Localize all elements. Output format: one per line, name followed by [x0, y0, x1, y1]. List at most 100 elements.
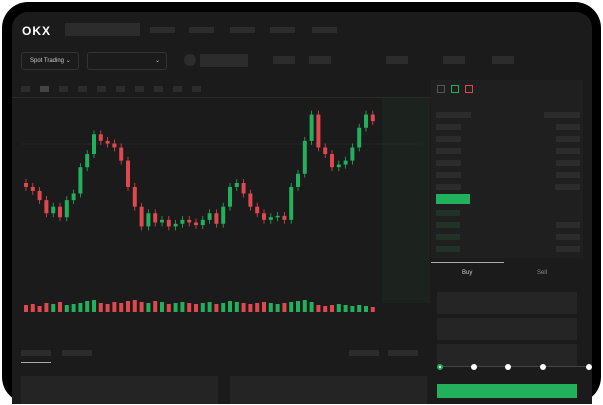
- nav-item[interactable]: [189, 27, 214, 33]
- bid-size: [556, 222, 580, 228]
- book-bids-icon[interactable]: [451, 85, 459, 93]
- candle: [166, 219, 171, 227]
- leverage-slider-track[interactable]: [440, 366, 590, 367]
- volume-bar: [132, 300, 137, 312]
- filter[interactable]: [388, 350, 418, 356]
- candle: [180, 219, 185, 224]
- volume-bar: [357, 305, 362, 312]
- candle: [112, 143, 117, 148]
- pair-select[interactable]: ⌄: [87, 52, 167, 70]
- depth-area: [382, 98, 430, 303]
- last-price: [436, 194, 470, 204]
- slider-step[interactable]: [540, 364, 546, 370]
- volume-bar: [364, 306, 368, 312]
- candle: [214, 213, 219, 224]
- volume-bar: [112, 302, 117, 312]
- order-book: [431, 80, 583, 258]
- volume-bar: [146, 303, 151, 312]
- candle: [262, 213, 266, 220]
- candle: [24, 183, 28, 187]
- stat: [386, 56, 408, 64]
- volume-bar: [268, 303, 273, 312]
- candle: [275, 215, 280, 218]
- timeframe-button[interactable]: [135, 86, 144, 92]
- slider-step[interactable]: [505, 364, 511, 370]
- total-field[interactable]: [437, 344, 577, 366]
- slider-step[interactable]: [586, 364, 592, 370]
- volume-bar: [316, 305, 321, 312]
- pair-price: [200, 54, 248, 67]
- volume-bar: [58, 302, 62, 312]
- candle: [316, 114, 321, 148]
- candlestick-chart[interactable]: [12, 98, 432, 338]
- volume-bar: [24, 305, 28, 312]
- nav-item[interactable]: [270, 27, 295, 33]
- candle: [146, 213, 151, 227]
- ask-price: [436, 124, 461, 130]
- timeframe-button[interactable]: [116, 86, 125, 92]
- ask-price: [436, 148, 461, 154]
- volume-bar: [105, 304, 110, 312]
- ask-size: [556, 172, 580, 178]
- candle: [268, 217, 273, 220]
- timeframe-button[interactable]: [59, 86, 68, 92]
- book-header: [544, 112, 580, 118]
- candle: [173, 223, 178, 227]
- timeframe-button[interactable]: [154, 86, 163, 92]
- timeframe-button[interactable]: [40, 86, 49, 92]
- volume-bar: [262, 302, 266, 312]
- candle: [255, 206, 260, 214]
- volume-bar: [119, 303, 124, 312]
- candle: [302, 140, 307, 174]
- timeframe-button[interactable]: [192, 86, 201, 92]
- candle: [105, 140, 110, 144]
- tab-buy[interactable]: Buy: [462, 270, 473, 276]
- volume-bar: [166, 304, 171, 312]
- volume-bar: [330, 305, 334, 312]
- price-field[interactable]: [437, 292, 577, 314]
- timeframe-button[interactable]: [21, 86, 30, 92]
- volume-bar: [248, 304, 253, 312]
- candle: [336, 164, 341, 168]
- candle: [364, 114, 368, 128]
- timeframe-button[interactable]: [78, 86, 87, 92]
- slider-step[interactable]: [471, 364, 477, 370]
- okx-logo: OKX: [22, 24, 52, 38]
- ask-size: [556, 136, 580, 142]
- filter[interactable]: [349, 350, 379, 356]
- tab-sell[interactable]: Sell: [537, 270, 548, 276]
- candle: [98, 134, 103, 141]
- volume-bar: [207, 302, 212, 312]
- bid-price: [436, 246, 460, 252]
- tab-open-orders[interactable]: [21, 350, 51, 356]
- volume-bar: [71, 304, 76, 312]
- slider-handle[interactable]: [437, 364, 443, 370]
- candle: [37, 190, 42, 201]
- market-select[interactable]: Spot Trading ⌄: [21, 52, 79, 70]
- candle: [248, 193, 253, 207]
- amount-field[interactable]: [437, 318, 577, 340]
- candle: [160, 219, 164, 223]
- ask-price: [436, 160, 461, 166]
- timeframe-button[interactable]: [97, 86, 106, 92]
- book-asks-icon[interactable]: [465, 85, 473, 93]
- search-bar[interactable]: [65, 23, 140, 36]
- divider: [12, 97, 432, 98]
- volume-bar: [343, 305, 348, 312]
- stat: [492, 56, 514, 64]
- timeframe-button[interactable]: [173, 86, 182, 92]
- ask-size: [555, 184, 580, 190]
- candle: [71, 193, 76, 201]
- candle: [126, 160, 130, 187]
- ask-size: [556, 148, 580, 154]
- candle: [30, 186, 35, 191]
- ask-price: [436, 136, 461, 142]
- nav-item[interactable]: [150, 27, 175, 33]
- tab-indicator: [431, 262, 504, 263]
- nav-item[interactable]: [230, 27, 255, 33]
- book-both-icon[interactable]: [437, 85, 445, 93]
- tab-history[interactable]: [62, 350, 92, 356]
- candle: [296, 173, 300, 187]
- buy-button[interactable]: [437, 384, 577, 398]
- nav-item[interactable]: [312, 27, 337, 33]
